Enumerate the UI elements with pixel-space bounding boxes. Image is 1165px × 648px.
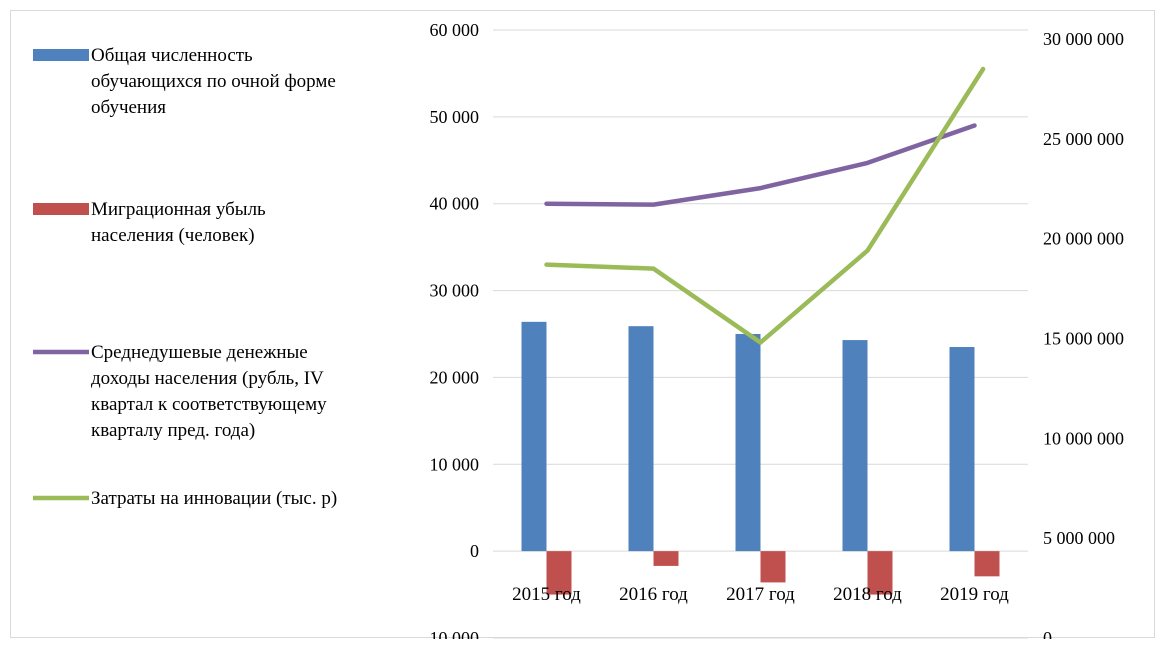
x-tick-label: 2019 год <box>940 584 1009 605</box>
y-tick-label: 20 000 <box>430 367 480 387</box>
legend-label: Миграционная убыль населения (человек) <box>91 199 266 246</box>
y-tick-label: 30 000 <box>430 281 480 301</box>
chart-canvas: 60 000 50 000 40 000 30 000 20 000 10 000 0 -10… <box>33 20 1124 639</box>
y2-tick-label: 15 000 000 <box>1043 329 1124 349</box>
bar <box>867 551 893 595</box>
x-tick-label: 2018 год <box>833 584 902 605</box>
y-tick-label: 60 000 <box>430 20 480 40</box>
series-line <box>544 123 977 207</box>
bar <box>628 326 654 552</box>
y2-tick-label: 10 000 000 <box>1043 428 1124 448</box>
bar <box>653 551 679 566</box>
y-axis-right: 30 000 000 25 000 000 20 000 000 15 000 000… <box>1043 29 1124 639</box>
legend-label: Затраты на инновации (тыс. р) <box>91 488 337 509</box>
series-line <box>544 66 986 345</box>
x-axis: 2015 год 2016 год 2017 год 2018 год 2019 год <box>512 584 1009 605</box>
y2-tick-label: 5 000 000 <box>1043 528 1115 548</box>
x-tick-label: 2016 год <box>619 584 688 605</box>
legend-swatch <box>33 203 89 215</box>
bar <box>949 347 975 552</box>
bar <box>974 551 1000 577</box>
bar <box>842 340 868 552</box>
chart-frame: 60 000 50 000 40 000 30 000 20 000 10 000 0 -10… <box>10 10 1155 639</box>
legend-label: Общая численность обучающихся по очной фо… <box>91 45 336 118</box>
bar <box>521 321 547 552</box>
y2-tick-label: 30 000 000 <box>1043 29 1124 49</box>
legend-swatch <box>33 49 89 61</box>
series-lines <box>544 66 986 345</box>
y-tick-label: -10 000 <box>424 628 480 639</box>
legend: Общая численность обучающихся по очной фо… <box>33 45 337 509</box>
y-tick-label: 50 000 <box>430 107 480 127</box>
y-tick-label: 10 000 <box>430 454 480 474</box>
y-tick-label: 0 <box>470 541 479 561</box>
y-tick-label: 40 000 <box>430 194 480 214</box>
y2-tick-label: 0 <box>1043 628 1052 639</box>
y-axis-left: 60 000 50 000 40 000 30 000 20 000 10 000 0 -10… <box>424 20 480 639</box>
legend-label: Среднедушевые денежные доходы населения (… <box>91 342 327 441</box>
bar <box>735 334 761 552</box>
bar <box>760 551 786 583</box>
y2-tick-label: 20 000 000 <box>1043 229 1124 249</box>
bar <box>546 551 572 595</box>
bars <box>521 321 1000 595</box>
x-tick-label: 2017 год <box>726 584 795 605</box>
y2-tick-label: 25 000 000 <box>1043 129 1124 149</box>
x-tick-label: 2015 год <box>512 584 581 605</box>
